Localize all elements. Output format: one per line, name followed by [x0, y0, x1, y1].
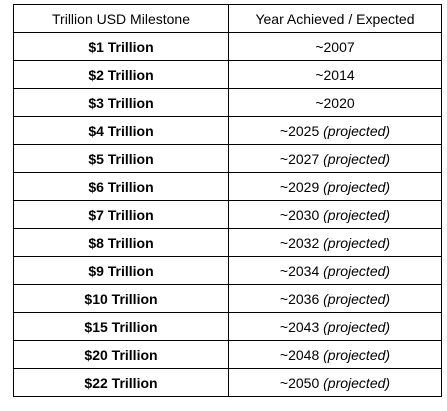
- table-row: $4 Trillion ~2025 (projected): [13, 116, 442, 145]
- year-cell: ~2034 (projected): [228, 256, 442, 285]
- year-value: ~2030: [279, 206, 320, 223]
- year-cell: ~2025 (projected): [228, 116, 442, 145]
- year-cell: ~2032 (projected): [228, 228, 442, 257]
- year-value: ~2029: [279, 178, 320, 195]
- year-cell: ~2027 (projected): [228, 144, 442, 173]
- table-row: $1 Trillion ~2007: [13, 32, 442, 61]
- year-cell: ~2036 (projected): [228, 284, 442, 313]
- projection-note: (projected): [323, 374, 391, 391]
- milestone-cell: $15 Trillion: [13, 312, 229, 341]
- year-value: ~2036: [279, 290, 320, 307]
- year-cell: ~2030 (projected): [228, 200, 442, 229]
- year-cell: ~2007: [228, 32, 442, 61]
- year-cell: ~2020: [228, 88, 442, 117]
- milestone-cell: $9 Trillion: [13, 256, 229, 285]
- year-value: ~2048: [279, 346, 320, 363]
- projection-note: (projected): [323, 262, 391, 279]
- projection-note: (projected): [323, 318, 391, 335]
- year-value: ~2050: [279, 374, 320, 391]
- milestone-cell: $8 Trillion: [13, 228, 229, 257]
- table-body: $1 Trillion ~2007 $2 Trillion ~2014 $3 Trill…: [13, 32, 442, 397]
- table-row: $6 Trillion ~2029 (projected): [13, 172, 442, 201]
- year-value: ~2034: [279, 262, 320, 279]
- table-row: $20 Trillion ~2048 (projected): [13, 340, 442, 369]
- year-cell: ~2014: [228, 60, 442, 89]
- table-row: $10 Trillion ~2036 (projected): [13, 284, 442, 313]
- milestone-cell: $20 Trillion: [13, 340, 229, 369]
- projection-note: (projected): [323, 178, 391, 195]
- table-header: Trillion USD Milestone Year Achieved / E…: [13, 4, 442, 33]
- milestone-cell: $4 Trillion: [13, 116, 229, 145]
- table-row: $7 Trillion ~2030 (projected): [13, 200, 442, 229]
- table-row: $3 Trillion ~2020: [13, 88, 442, 117]
- projection-note: (projected): [323, 234, 391, 251]
- milestone-cell: $7 Trillion: [13, 200, 229, 229]
- projection-note: (projected): [323, 290, 391, 307]
- header-year: Year Achieved / Expected: [228, 4, 442, 33]
- year-cell: ~2048 (projected): [228, 340, 442, 369]
- milestone-cell: $2 Trillion: [13, 60, 229, 89]
- year-cell: ~2043 (projected): [228, 312, 442, 341]
- milestone-cell: $5 Trillion: [13, 144, 229, 173]
- milestone-cell: $22 Trillion: [13, 368, 229, 397]
- milestone-cell: $6 Trillion: [13, 172, 229, 201]
- milestone-cell: $1 Trillion: [13, 32, 229, 61]
- milestone-cell: $10 Trillion: [13, 284, 229, 313]
- projection-note: (projected): [323, 346, 391, 363]
- table-row: $22 Trillion ~2050 (projected): [13, 368, 442, 397]
- year-value: ~2014: [315, 66, 355, 83]
- projection-note: (projected): [323, 122, 391, 139]
- projection-note: (projected): [323, 150, 391, 167]
- header-row: Trillion USD Milestone Year Achieved / E…: [13, 4, 442, 33]
- year-value: ~2027: [279, 150, 320, 167]
- table-row: $15 Trillion ~2043 (projected): [13, 312, 442, 341]
- year-value: ~2020: [315, 94, 355, 111]
- year-cell: ~2050 (projected): [228, 368, 442, 397]
- year-value: ~2007: [315, 38, 355, 55]
- year-cell: ~2029 (projected): [228, 172, 442, 201]
- year-value: ~2032: [279, 234, 320, 251]
- milestone-table: Trillion USD Milestone Year Achieved / E…: [13, 4, 442, 397]
- table-row: $2 Trillion ~2014: [13, 60, 442, 89]
- table-row: $9 Trillion ~2034 (projected): [13, 256, 442, 285]
- table-row: $8 Trillion ~2032 (projected): [13, 228, 442, 257]
- milestone-cell: $3 Trillion: [13, 88, 229, 117]
- year-value: ~2025: [279, 122, 320, 139]
- year-value: ~2043: [279, 318, 320, 335]
- header-milestone: Trillion USD Milestone: [13, 4, 229, 33]
- projection-note: (projected): [323, 206, 391, 223]
- table-row: $5 Trillion ~2027 (projected): [13, 144, 442, 173]
